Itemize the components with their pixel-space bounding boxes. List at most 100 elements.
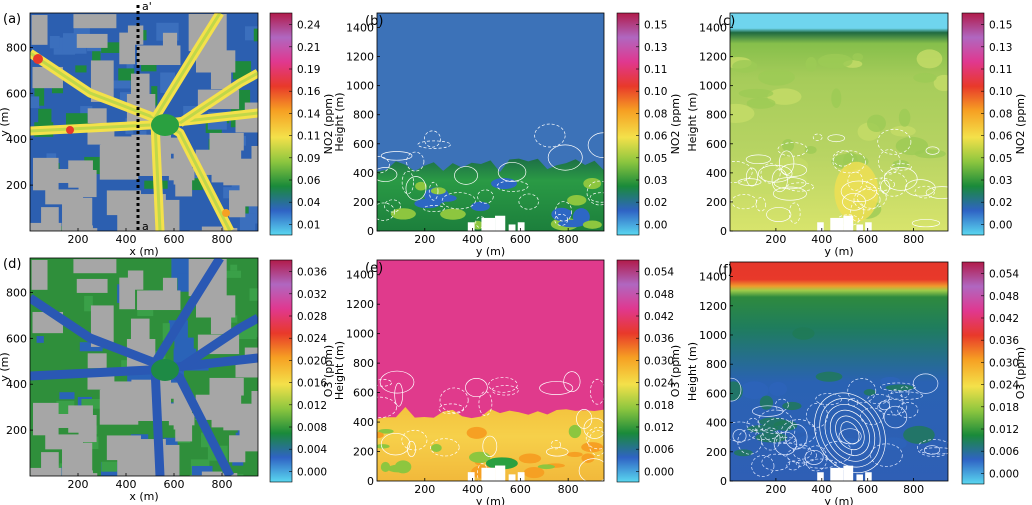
y-axis-label: y (m)	[0, 352, 11, 381]
colorbar-tick-label: 0.036	[644, 333, 674, 345]
colorbar-tick-label: 0.01	[297, 219, 320, 231]
contour-line	[751, 455, 775, 477]
colorbar-tick-label: 0.16	[297, 86, 321, 98]
contour-line	[867, 393, 890, 405]
y-tick-label: 1400	[699, 22, 727, 35]
x-tick-label: 200	[765, 483, 786, 496]
colorbar-tick-label: 0.048	[989, 291, 1019, 303]
colorbar-tick-label: 0.11	[297, 131, 320, 143]
building	[162, 199, 180, 231]
contour-line	[745, 167, 758, 187]
y-tick-label: 1200	[699, 300, 727, 313]
contour-line	[587, 132, 604, 158]
x-axis-label: y (m)	[476, 495, 505, 505]
building	[173, 392, 188, 430]
contour-line	[380, 151, 413, 161]
colorbar-tick-label: 0.000	[644, 466, 674, 478]
building	[195, 295, 236, 318]
contour-line	[377, 379, 393, 387]
boundary-layer	[377, 158, 604, 231]
y-tick-label: 200	[353, 196, 374, 209]
x-tick-label: 200	[765, 233, 786, 246]
y-tick-label: 1000	[346, 80, 374, 93]
building	[201, 471, 223, 476]
intersection	[151, 114, 179, 136]
contour-line	[732, 429, 747, 443]
contour-line	[904, 179, 936, 197]
x-tick-label: 800	[212, 233, 233, 246]
building-silhouette	[830, 467, 844, 481]
building-silhouette	[467, 222, 475, 231]
contour-line	[454, 166, 478, 185]
colorbar-label: O3 (ppm)	[669, 345, 682, 397]
y-tick-label: 1200	[346, 298, 374, 311]
boundary-layer	[377, 407, 604, 481]
contour-line	[737, 428, 763, 455]
panel-a: a' a 200 400 600 800 200 400 600 800 x (m) y (m) (a)…	[0, 0, 335, 258]
contour-line	[780, 419, 817, 445]
contour-line	[546, 447, 569, 457]
colorbar-tick-label: 0.054	[989, 269, 1019, 281]
contour-line	[792, 444, 812, 460]
colorbar-label: NO2 (ppm)	[322, 94, 335, 155]
contour-line	[757, 409, 793, 435]
x-tick-label: 600	[857, 233, 878, 246]
contour-line	[401, 170, 414, 195]
colorbar-tick-label: 0.008	[297, 422, 327, 434]
colorbar-tick-label: 0.000	[989, 468, 1019, 480]
contour-line	[853, 189, 881, 211]
building	[41, 207, 59, 231]
section-field	[377, 13, 604, 231]
building	[195, 50, 236, 73]
colorbar-tick-label: 0.018	[989, 402, 1019, 414]
road	[30, 353, 258, 381]
colorbar-tick-label: 0.024	[644, 378, 674, 390]
contour-line	[760, 163, 781, 184]
panel-label: (d)	[3, 257, 21, 272]
y-tick-label: 1200	[346, 51, 374, 64]
y-tick-label: 0	[720, 475, 727, 488]
contour-line	[760, 427, 781, 451]
y-tick-label: 1400	[699, 271, 727, 284]
plot-frame	[29, 257, 259, 477]
x-axis-label: x (m)	[129, 490, 158, 503]
colorbar-tick-label: 0.032	[297, 289, 327, 301]
y-tick-label: 400	[706, 167, 727, 180]
contour-line	[730, 377, 742, 402]
contour-line	[838, 428, 862, 445]
y-tick-label: 400	[6, 133, 27, 146]
contour-line	[804, 449, 824, 465]
colorbar-tick-label: 0.018	[644, 400, 674, 412]
contour-line	[899, 386, 910, 399]
colorbar-tick-label: 0.000	[297, 466, 327, 478]
contour-line	[814, 392, 886, 474]
colorbar-tick-label: 0.00	[644, 219, 667, 231]
contour-line	[417, 140, 451, 149]
colorbar-tick-label: 0.006	[989, 446, 1019, 458]
panel-d: 200 400 600 800 200 400 600 800 x (m) y (m) (d) 0.0…	[0, 257, 335, 503]
contour-line	[850, 200, 865, 222]
section-field	[730, 262, 948, 481]
x-tick-label: 400	[116, 478, 137, 491]
building	[137, 45, 181, 66]
contour-line	[497, 162, 527, 182]
contour-line	[786, 447, 817, 464]
contour-line	[377, 396, 397, 418]
colorbar-tick-label: 0.02	[644, 197, 667, 209]
contour-line	[804, 458, 837, 469]
contour-line	[491, 385, 519, 396]
x-tick-label: 600	[510, 233, 531, 246]
contour-line	[772, 186, 807, 201]
colorbar-tick-label: 0.042	[989, 313, 1019, 325]
x-axis-label: x (m)	[129, 245, 158, 258]
colorbar-tick-label: 0.08	[644, 108, 667, 120]
contour-line	[786, 460, 800, 471]
colorbar-tick-label: 0.012	[297, 400, 327, 412]
building	[76, 33, 108, 48]
section-field	[730, 13, 948, 231]
y-tick-label: 200	[6, 179, 27, 192]
contour-line	[897, 402, 919, 418]
contour-line	[883, 405, 908, 429]
y-tick-label: 200	[6, 424, 27, 437]
x-tick-label: 400	[811, 483, 832, 496]
